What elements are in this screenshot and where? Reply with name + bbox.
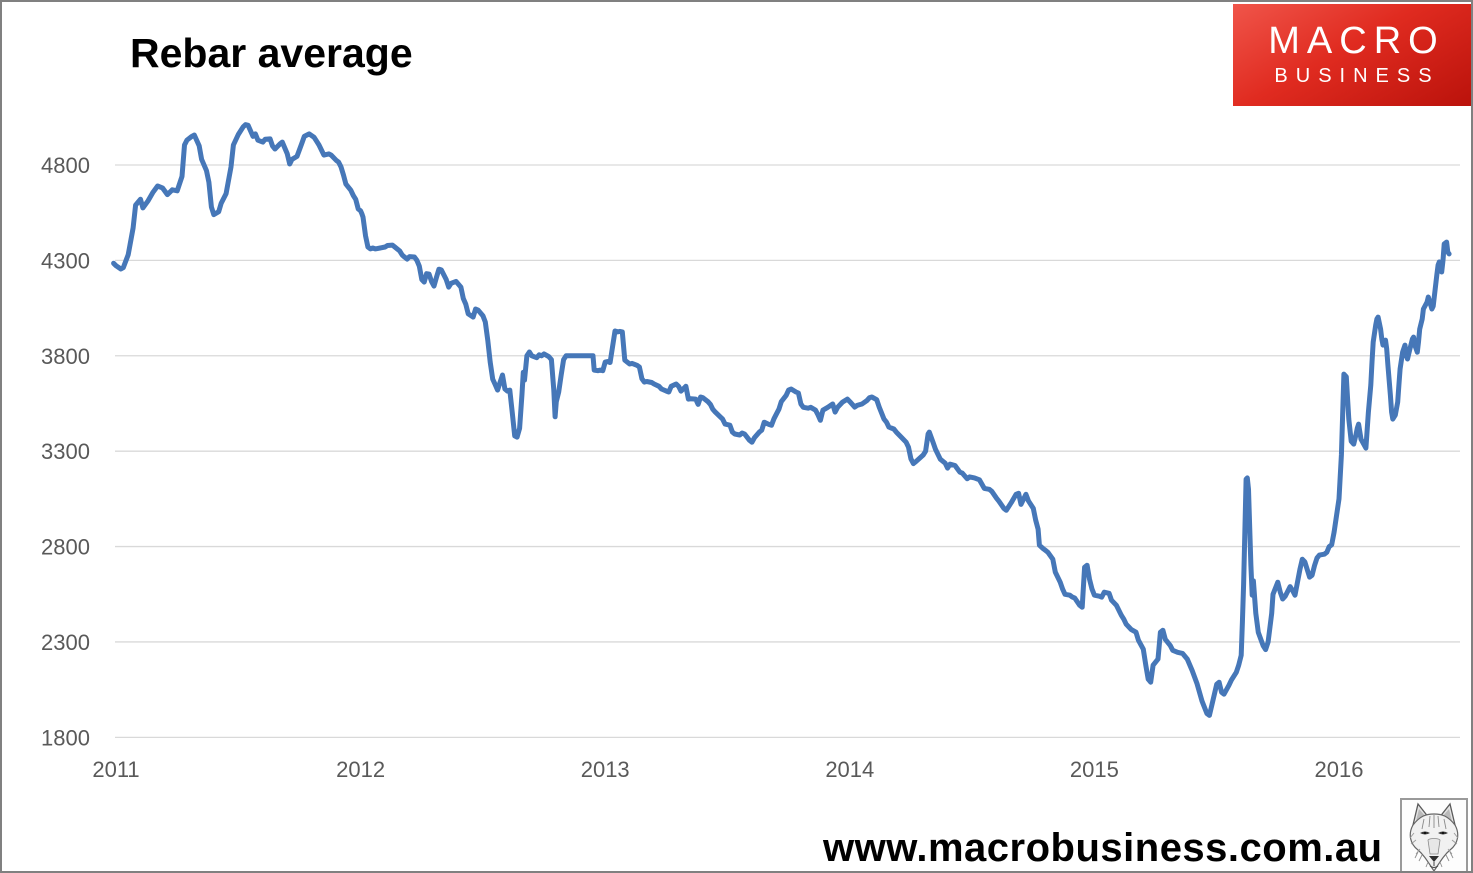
- y-tick-label: 2800: [41, 535, 90, 560]
- x-tick-label: 2016: [1315, 757, 1364, 782]
- x-tick-label: 2015: [1070, 757, 1119, 782]
- website-url: www.macrobusiness.com.au: [823, 826, 1383, 870]
- x-tick-label: 2014: [825, 757, 874, 782]
- gridlines: [115, 164, 1460, 738]
- chart-title: Rebar average: [130, 30, 413, 76]
- logo-line-business: BUSINESS: [1274, 64, 1440, 87]
- rebar-price-line: [111, 122, 1452, 718]
- y-axis-labels: 4800 4300 3800 3300 2800 2300 1800: [41, 153, 90, 750]
- x-tick-label: 2013: [581, 757, 630, 782]
- y-tick-label: 2300: [41, 630, 90, 655]
- macrobusiness-logo: MACRO BUSINESS: [1233, 4, 1471, 106]
- x-tick-label: 2012: [336, 757, 385, 782]
- x-tick-label: 2011: [92, 757, 139, 782]
- wolf-sketch-icon: [1400, 798, 1468, 871]
- y-tick-label: 4800: [41, 153, 90, 178]
- y-tick-label: 1800: [41, 725, 90, 750]
- y-tick-label: 4300: [41, 248, 90, 273]
- y-tick-label: 3800: [41, 344, 90, 369]
- logo-line-macro: MACRO: [1268, 20, 1445, 63]
- y-tick-label: 3300: [41, 439, 90, 464]
- x-axis-labels: 2011 2012 2013 2014 2015 2016: [92, 757, 1363, 782]
